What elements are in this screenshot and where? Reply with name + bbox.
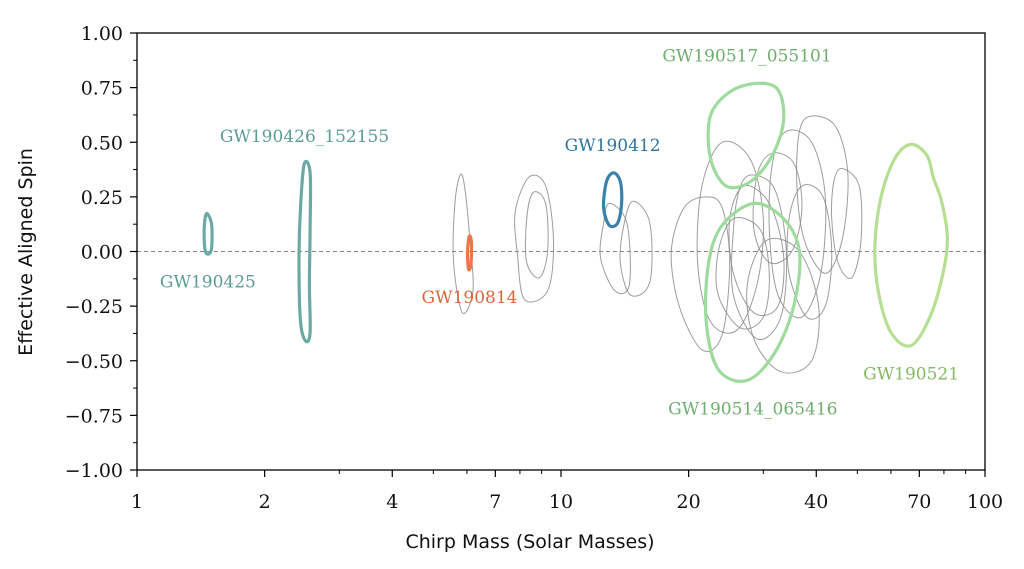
x-tick-label: 2 [259, 491, 271, 513]
y-tick-label: 0.75 [81, 78, 123, 100]
x-tick-label: 10 [549, 491, 573, 513]
y-tick-label: −1.00 [65, 460, 123, 482]
event-contour-gw190425 [202, 212, 214, 256]
background-event-contour [514, 174, 555, 303]
y-axis-ticks: 1.00 0.75 0.50 0.25 0.00 −0.25 −0.50 −0.75 −1.00 [65, 23, 137, 482]
event-contour-gw190814 [465, 234, 474, 272]
x-axis-title: Chirp Mass (Solar Masses) [405, 531, 654, 553]
plot-area [137, 81, 985, 383]
event-contour-gw190426_152155 [297, 159, 313, 344]
background-event-contour [524, 191, 549, 279]
y-tick-label: −0.75 [65, 405, 123, 427]
x-tick-label: 4 [386, 491, 398, 513]
y-tick-label: 0.00 [81, 242, 123, 264]
x-tick-label: 40 [804, 491, 828, 513]
background-event-contour [830, 167, 863, 280]
event-label-gw190412: GW190412 [565, 136, 661, 156]
x-axis-ticks: 1 2 4 7 10 20 40 70 100 [131, 470, 1003, 513]
event-label-gw190517_055101: GW190517_055101 [662, 46, 831, 66]
background-event-contour [746, 237, 820, 374]
background-event-contour [715, 217, 770, 330]
x-tick-label: 100 [967, 491, 1003, 513]
event-contour-gw190514_065416 [703, 201, 802, 383]
y-axis-title: Effective Aligned Spin [15, 148, 37, 356]
background-event-contour [768, 129, 827, 319]
event-label-gw190426_152155: GW190426_152155 [220, 127, 389, 147]
highlighted-event-contours [202, 81, 949, 383]
x-tick-label: 1 [131, 491, 143, 513]
background-event-contour [452, 173, 474, 315]
background-event-contour [619, 200, 653, 297]
event-label-gw190521: GW190521 [863, 365, 959, 385]
y-tick-label: −0.50 [65, 351, 123, 373]
y-tick-label: 0.50 [81, 132, 123, 154]
background-event-contour [796, 115, 849, 274]
x-tick-label: 7 [489, 491, 501, 513]
event-contour-gw190412 [601, 171, 624, 229]
event-label-gw190814: GW190814 [422, 288, 518, 308]
x-tick-label: 20 [677, 491, 701, 513]
y-tick-label: 1.00 [81, 23, 123, 45]
event-contour-gw190521 [873, 142, 949, 348]
event-label-gw190425: GW190425 [160, 273, 256, 293]
background-event-contour [730, 174, 788, 341]
x-tick-label: 70 [907, 491, 931, 513]
event-label-gw190514_065416: GW190514_065416 [668, 399, 837, 419]
y-tick-label: −0.25 [65, 296, 123, 318]
event-labels: GW190425 GW190426_152155 GW190814 GW190412 G… [160, 46, 959, 419]
background-event-contour [599, 202, 631, 295]
event-contour-gw190517_055101 [706, 81, 786, 190]
y-tick-label: 0.25 [81, 187, 123, 209]
